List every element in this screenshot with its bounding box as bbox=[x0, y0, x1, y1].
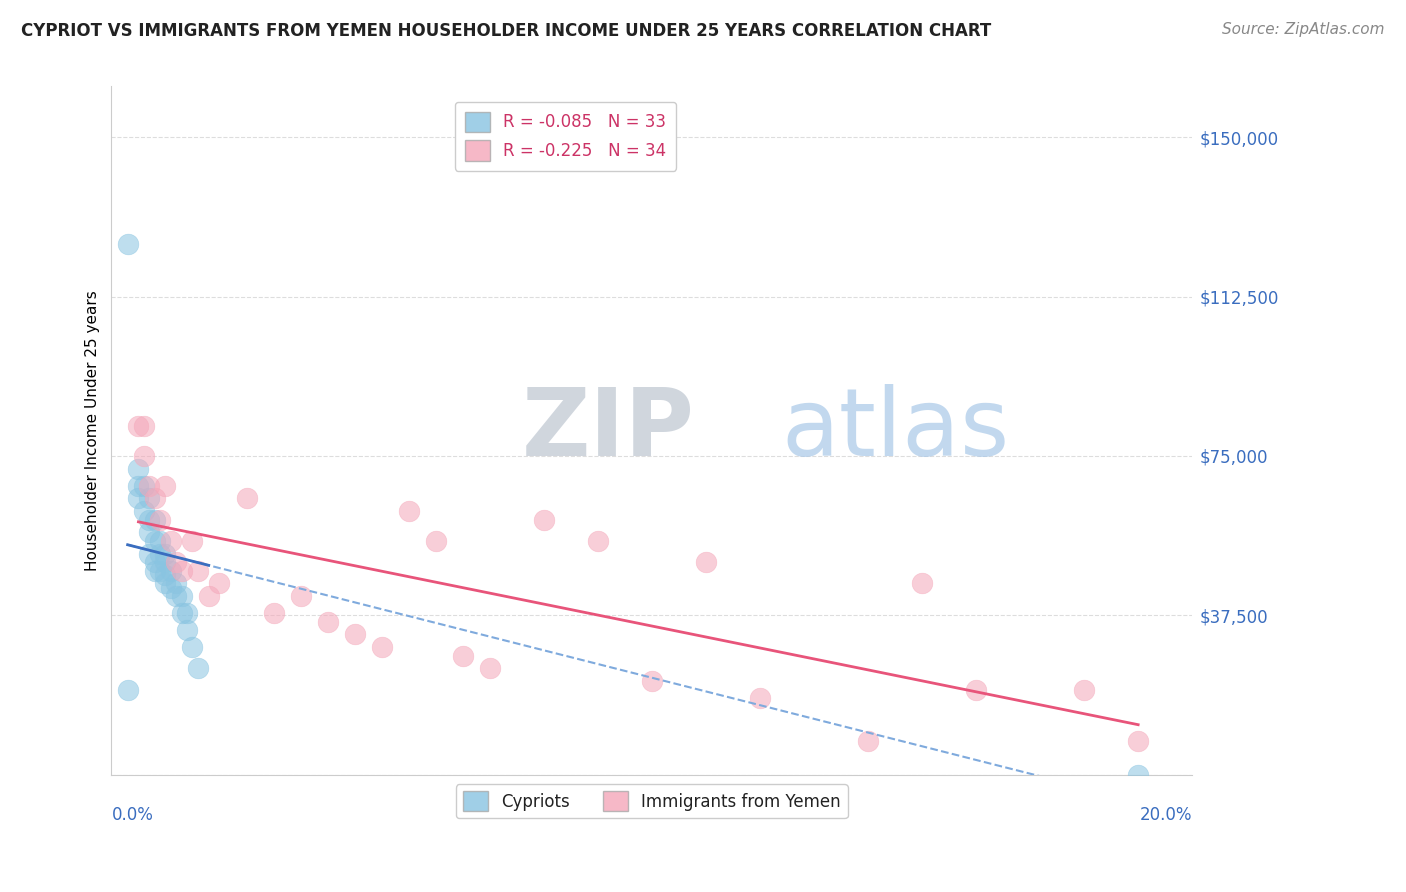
Point bbox=[127, 419, 149, 434]
Point bbox=[155, 576, 177, 591]
Point bbox=[370, 640, 392, 654]
Point bbox=[138, 478, 160, 492]
Text: ZIP: ZIP bbox=[522, 384, 695, 476]
Point bbox=[478, 661, 501, 675]
Point bbox=[138, 513, 160, 527]
Point bbox=[165, 555, 187, 569]
Point bbox=[181, 640, 204, 654]
Text: 0.0%: 0.0% bbox=[111, 805, 153, 823]
Point bbox=[316, 615, 339, 629]
Point bbox=[1073, 682, 1095, 697]
Point bbox=[235, 491, 257, 506]
Point bbox=[149, 547, 172, 561]
Point bbox=[695, 555, 717, 569]
Point bbox=[170, 589, 193, 603]
Point bbox=[149, 533, 172, 548]
Point bbox=[170, 606, 193, 620]
Point bbox=[197, 589, 219, 603]
Point bbox=[143, 533, 166, 548]
Point bbox=[165, 576, 187, 591]
Point bbox=[343, 627, 366, 641]
Point bbox=[127, 491, 149, 506]
Point bbox=[143, 555, 166, 569]
Point bbox=[425, 533, 447, 548]
Point bbox=[1128, 733, 1150, 747]
Text: Source: ZipAtlas.com: Source: ZipAtlas.com bbox=[1222, 22, 1385, 37]
Text: CYPRIOT VS IMMIGRANTS FROM YEMEN HOUSEHOLDER INCOME UNDER 25 YEARS CORRELATION C: CYPRIOT VS IMMIGRANTS FROM YEMEN HOUSEHO… bbox=[21, 22, 991, 40]
Point bbox=[856, 733, 879, 747]
Point bbox=[398, 504, 420, 518]
Text: atlas: atlas bbox=[782, 384, 1010, 476]
Point bbox=[138, 491, 160, 506]
Point bbox=[132, 419, 155, 434]
Point bbox=[132, 504, 155, 518]
Point bbox=[451, 648, 474, 663]
Point bbox=[132, 449, 155, 463]
Point bbox=[208, 576, 231, 591]
Point bbox=[165, 589, 187, 603]
Point bbox=[143, 491, 166, 506]
Point bbox=[117, 236, 139, 251]
Text: 20.0%: 20.0% bbox=[1140, 805, 1192, 823]
Point bbox=[143, 513, 166, 527]
Point bbox=[155, 568, 177, 582]
Point bbox=[170, 564, 193, 578]
Point bbox=[181, 533, 204, 548]
Point bbox=[748, 691, 770, 706]
Point bbox=[138, 525, 160, 540]
Point bbox=[143, 564, 166, 578]
Point bbox=[263, 606, 285, 620]
Point bbox=[160, 581, 183, 595]
Point bbox=[138, 547, 160, 561]
Point bbox=[586, 533, 609, 548]
Point bbox=[155, 547, 177, 561]
Legend: Cypriots, Immigrants from Yemen: Cypriots, Immigrants from Yemen bbox=[456, 784, 848, 818]
Point bbox=[1128, 767, 1150, 781]
Point bbox=[127, 478, 149, 492]
Point bbox=[187, 661, 209, 675]
Point bbox=[176, 606, 198, 620]
Point bbox=[160, 533, 183, 548]
Point bbox=[127, 461, 149, 475]
Point bbox=[187, 564, 209, 578]
Point bbox=[533, 513, 555, 527]
Point bbox=[176, 623, 198, 637]
Point bbox=[911, 576, 934, 591]
Point bbox=[149, 513, 172, 527]
Y-axis label: Householder Income Under 25 years: Householder Income Under 25 years bbox=[86, 290, 100, 571]
Point bbox=[641, 674, 664, 689]
Point bbox=[149, 564, 172, 578]
Point bbox=[290, 589, 312, 603]
Point bbox=[155, 555, 177, 569]
Point bbox=[117, 682, 139, 697]
Point bbox=[132, 478, 155, 492]
Point bbox=[965, 682, 987, 697]
Point bbox=[155, 478, 177, 492]
Point bbox=[160, 564, 183, 578]
